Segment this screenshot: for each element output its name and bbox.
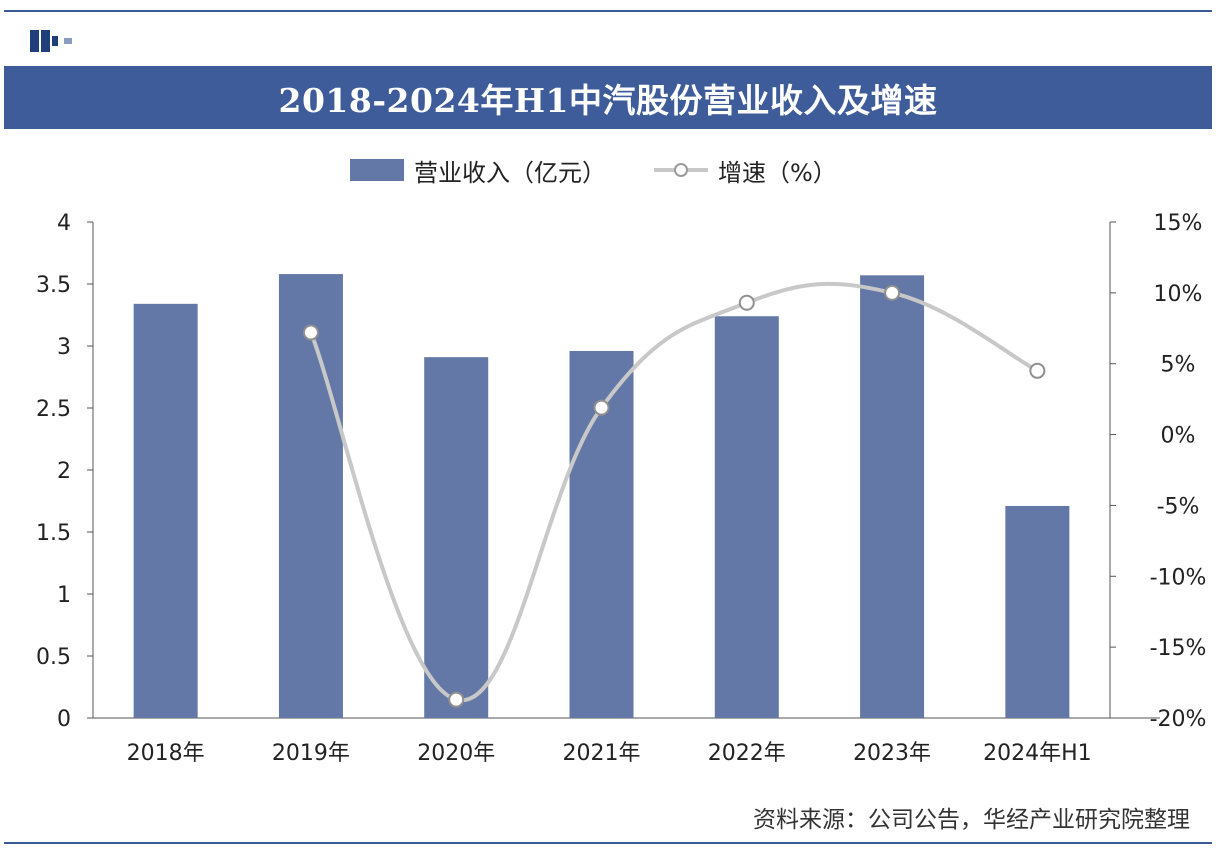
left-tick-label: 1.5 bbox=[36, 521, 71, 546]
left-tick-label: 4 bbox=[57, 211, 71, 236]
left-tick-label: 3 bbox=[57, 335, 71, 360]
right-tick-label: 15% bbox=[1154, 211, 1203, 236]
legend-bar-swatch bbox=[350, 159, 404, 181]
x-tick-label: 2018年 bbox=[127, 741, 205, 766]
revenue-bar bbox=[424, 357, 489, 718]
title-bar: 2018-2024年H1中汽股份营业收入及增速 bbox=[4, 66, 1212, 129]
x-tick-label: 2020年 bbox=[417, 741, 495, 766]
legend-item-growth: 增速（%） bbox=[654, 153, 837, 188]
left-tick-label: 0.5 bbox=[36, 645, 71, 670]
revenue-bar bbox=[278, 274, 343, 718]
top-divider bbox=[4, 10, 1212, 12]
legend-line-swatch bbox=[654, 163, 708, 177]
growth-point bbox=[884, 284, 901, 301]
growth-point bbox=[738, 294, 755, 311]
legend-growth-label: 增速（%） bbox=[718, 158, 837, 187]
revenue-bar bbox=[1005, 505, 1070, 718]
left-tick-label: 0 bbox=[57, 707, 71, 732]
right-tick-label: -5% bbox=[1157, 494, 1200, 519]
right-tick-label: -10% bbox=[1150, 565, 1207, 590]
growth-point bbox=[593, 399, 610, 416]
right-tick-label: 5% bbox=[1161, 353, 1196, 378]
right-tick-label: 0% bbox=[1161, 424, 1196, 449]
left-tick-label: 1 bbox=[57, 583, 71, 608]
logo-icon bbox=[30, 30, 72, 52]
combo-chart: 0 0.5 1 1.5 2 2.5 3 3.5 4 -20% -15% -10% -5% 0% 5% 10% 1… bbox=[36, 211, 1207, 766]
legend-revenue-label: 营业收入（亿元） bbox=[414, 158, 606, 187]
x-tick-label: 2023年 bbox=[853, 741, 931, 766]
revenue-bar bbox=[860, 275, 925, 718]
bottom-divider bbox=[4, 842, 1212, 844]
growth-point bbox=[302, 324, 319, 341]
right-tick-label: -15% bbox=[1150, 636, 1207, 661]
right-tick-label: 10% bbox=[1154, 282, 1203, 307]
left-tick-label: 2.5 bbox=[36, 397, 71, 422]
revenue-bar bbox=[714, 316, 779, 718]
source-note: 资料来源：公司公告，华经产业研究院整理 bbox=[753, 807, 1190, 833]
left-tick-label: 3.5 bbox=[36, 273, 71, 298]
growth-point bbox=[448, 691, 465, 708]
legend-item-revenue: 营业收入（亿元） bbox=[350, 153, 606, 188]
growth-point bbox=[1029, 362, 1046, 379]
chart-legend: 营业收入（亿元） 增速（%） bbox=[350, 150, 885, 190]
x-tick-label: 2022年 bbox=[708, 741, 786, 766]
right-tick-label: -20% bbox=[1150, 707, 1207, 732]
x-tick-label: 2019年 bbox=[272, 741, 350, 766]
chart-title: 2018-2024年H1中汽股份营业收入及增速 bbox=[278, 80, 938, 120]
revenue-bar bbox=[133, 303, 198, 718]
x-tick-label: 2024年H1 bbox=[983, 741, 1092, 766]
growth-line bbox=[309, 281, 1039, 703]
left-tick-label: 2 bbox=[57, 459, 71, 484]
x-tick-label: 2021年 bbox=[563, 741, 641, 766]
